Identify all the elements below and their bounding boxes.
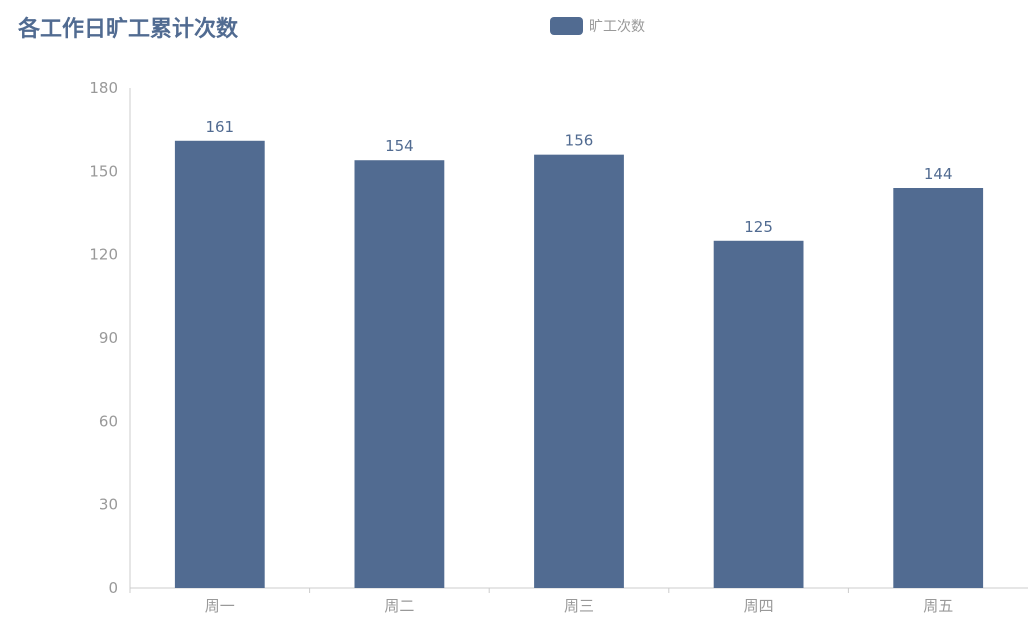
bar[interactable] <box>354 160 445 588</box>
y-tick-label: 150 <box>89 162 118 180</box>
bar[interactable] <box>534 154 624 588</box>
y-tick-label: 180 <box>89 79 118 97</box>
y-tick-label: 0 <box>108 579 118 597</box>
x-tick-label: 周三 <box>564 597 594 615</box>
chart-title: 各工作日旷工累计次数 <box>17 16 239 42</box>
x-tick-label: 周四 <box>744 597 774 615</box>
y-tick-label: 30 <box>99 496 118 514</box>
bar[interactable] <box>174 140 265 588</box>
x-tick-label: 周二 <box>384 597 414 615</box>
bar-value-label: 156 <box>565 132 594 150</box>
bars <box>174 140 984 588</box>
bar[interactable] <box>893 188 984 588</box>
legend[interactable]: 旷工次数 <box>550 17 645 35</box>
bar-value-label: 161 <box>205 118 234 136</box>
x-tick-label: 周一 <box>205 597 235 615</box>
y-tick-label: 120 <box>89 246 118 264</box>
legend-swatch[interactable] <box>550 17 583 35</box>
y-tick-label: 60 <box>99 412 118 430</box>
legend-label[interactable]: 旷工次数 <box>589 19 645 35</box>
bar[interactable] <box>713 240 804 588</box>
bar-value-label: 144 <box>924 165 953 183</box>
bar-labels: 161 154 156 125 144 <box>205 118 952 236</box>
bar-value-label: 125 <box>744 218 773 236</box>
x-tick-label: 周五 <box>923 597 953 615</box>
y-tick-label: 90 <box>99 329 118 347</box>
axes: 0 30 60 90 120 150 180 周一 周二 周三 周四 周五 <box>89 79 1028 615</box>
bar-value-label: 154 <box>385 137 414 155</box>
